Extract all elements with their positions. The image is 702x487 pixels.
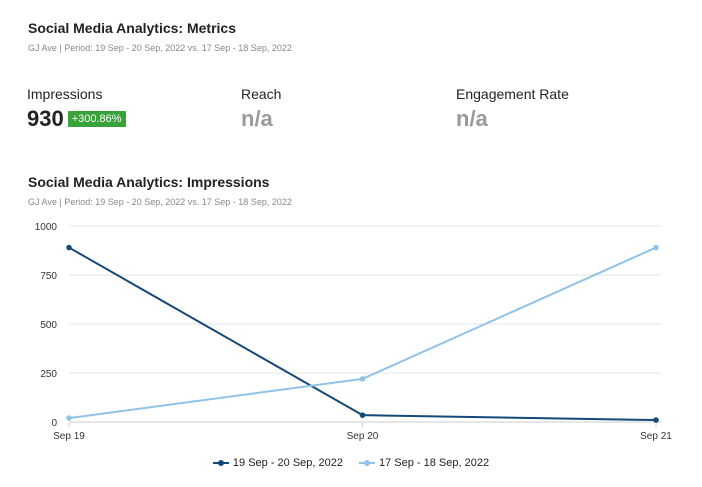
legend-label: 19 Sep - 20 Sep, 2022: [232, 457, 343, 469]
x-tick-label: Sep 21: [640, 431, 672, 442]
chart-legend: 19 Sep - 20 Sep, 2022 17 Sep - 18 Sep, 20…: [0, 455, 702, 469]
metrics-subtitle: GJ Ave | Period: 19 Sep - 20 Sep, 2022 v…: [28, 43, 292, 53]
chart-subtitle: GJ Ave | Period: 19 Sep - 20 Sep, 2022 v…: [28, 197, 292, 207]
impressions-value: 930: [27, 106, 64, 131]
chart-title: Social Media Analytics: Impressions: [28, 174, 270, 190]
reach-label: Reach: [241, 86, 282, 102]
data-point: [653, 244, 659, 251]
metrics-title: Social Media Analytics: Metrics: [28, 20, 236, 36]
data-point: [359, 376, 366, 382]
legend-swatch: [359, 460, 375, 466]
x-tick-label: Sep 20: [347, 431, 379, 442]
engagement-value-row: n/a: [456, 106, 569, 132]
y-tick-label: 250: [40, 369, 57, 380]
engagement-metric: Engagement Rate n/a: [456, 86, 569, 132]
y-tick-label: 500: [40, 320, 57, 331]
x-tick-label: Sep 19: [53, 431, 85, 442]
series-line-1: [68, 246, 657, 422]
engagement-label: Engagement Rate: [456, 86, 569, 102]
y-tick-label: 0: [51, 418, 57, 429]
legend-label: 17 Sep - 18 Sep, 2022: [379, 457, 490, 469]
engagement-value: n/a: [456, 106, 488, 131]
reach-value: n/a: [241, 106, 273, 131]
impressions-metric: Impressions 930 +300.86%: [27, 86, 126, 132]
y-tick-label: 1000: [35, 222, 58, 233]
reach-value-row: n/a: [241, 106, 281, 132]
data-point: [653, 417, 659, 423]
data-point: [359, 412, 366, 418]
impressions-change-badge: +300.86%: [67, 111, 126, 127]
reach-metric: Reach n/a: [241, 86, 281, 132]
impressions-label: Impressions: [27, 86, 103, 102]
legend-swatch: [212, 460, 229, 466]
impressions-value-row: 930 +300.86%: [27, 106, 126, 132]
data-point: [66, 415, 72, 421]
legend-item[interactable]: 17 Sep - 18 Sep, 2022: [359, 457, 489, 469]
y-tick-label: 750: [40, 271, 57, 282]
legend-item[interactable]: 19 Sep - 20 Sep, 2022: [212, 457, 343, 469]
data-point: [66, 244, 72, 251]
series-line-2: [68, 246, 657, 420]
